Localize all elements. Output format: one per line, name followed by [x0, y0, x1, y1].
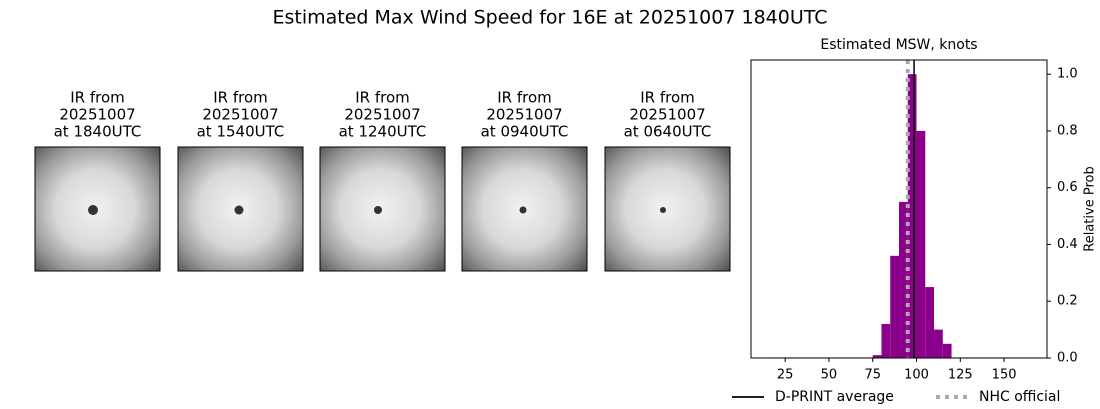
y-tick-label: 0.2 — [1057, 294, 1078, 309]
y-axis-label: Relative Prob — [1083, 166, 1098, 251]
y-tick-label: 0.4 — [1057, 237, 1078, 252]
x-tick-label: 100 — [904, 368, 929, 383]
bar — [872, 355, 882, 358]
panel-title: 20251007 — [202, 106, 278, 124]
panel-title: IR from — [70, 89, 125, 107]
panel-title: IR from — [213, 89, 268, 107]
bar — [942, 343, 952, 358]
plot-frame — [750, 59, 1048, 359]
bar — [934, 329, 943, 358]
legend-label: NHC official — [979, 389, 1060, 405]
x-tick-label: 75 — [864, 368, 881, 383]
panel-title: at 1540UTC — [197, 123, 285, 141]
storm-eye — [519, 206, 527, 214]
x-tick-label: 150 — [992, 368, 1017, 383]
panel-title: IR from — [355, 89, 410, 107]
figure-title: Estimated Max Wind Speed for 16E at 2025… — [272, 7, 827, 29]
panel-title: at 1840UTC — [54, 123, 142, 141]
panel-title: at 0940UTC — [481, 123, 569, 141]
panel-title: IR from — [640, 89, 695, 107]
panel-title: 20251007 — [59, 106, 135, 124]
x-tick-label: 25 — [777, 368, 794, 383]
panel-title: at 0640UTC — [624, 123, 712, 141]
legend-label: D-PRINT average — [775, 389, 894, 405]
panel-title: 20251007 — [629, 106, 705, 124]
x-tick-label: 125 — [948, 368, 973, 383]
chart-title: Estimated MSW, knots — [820, 37, 977, 53]
storm-eye — [234, 205, 244, 215]
satellite-image — [604, 146, 731, 272]
y-tick-label: 0.8 — [1057, 123, 1078, 138]
y-tick-label: 0.6 — [1057, 180, 1078, 195]
storm-eye — [660, 207, 666, 213]
bar — [916, 130, 926, 358]
x-tick-label: 50 — [821, 368, 838, 383]
satellite-image — [319, 146, 446, 272]
bar — [907, 74, 917, 358]
bar — [881, 323, 891, 358]
panel-title: 20251007 — [486, 106, 562, 124]
bar — [890, 255, 899, 358]
storm-eye — [88, 205, 98, 215]
y-tick-label: 1.0 — [1057, 67, 1078, 82]
panel-title: 20251007 — [344, 106, 420, 124]
storm-eye — [374, 206, 382, 214]
bar — [925, 287, 935, 358]
bar — [899, 201, 908, 358]
y-tick-label: 0.0 — [1057, 351, 1078, 366]
panel-title: IR from — [497, 89, 552, 107]
panel-title: at 1240UTC — [339, 123, 427, 141]
